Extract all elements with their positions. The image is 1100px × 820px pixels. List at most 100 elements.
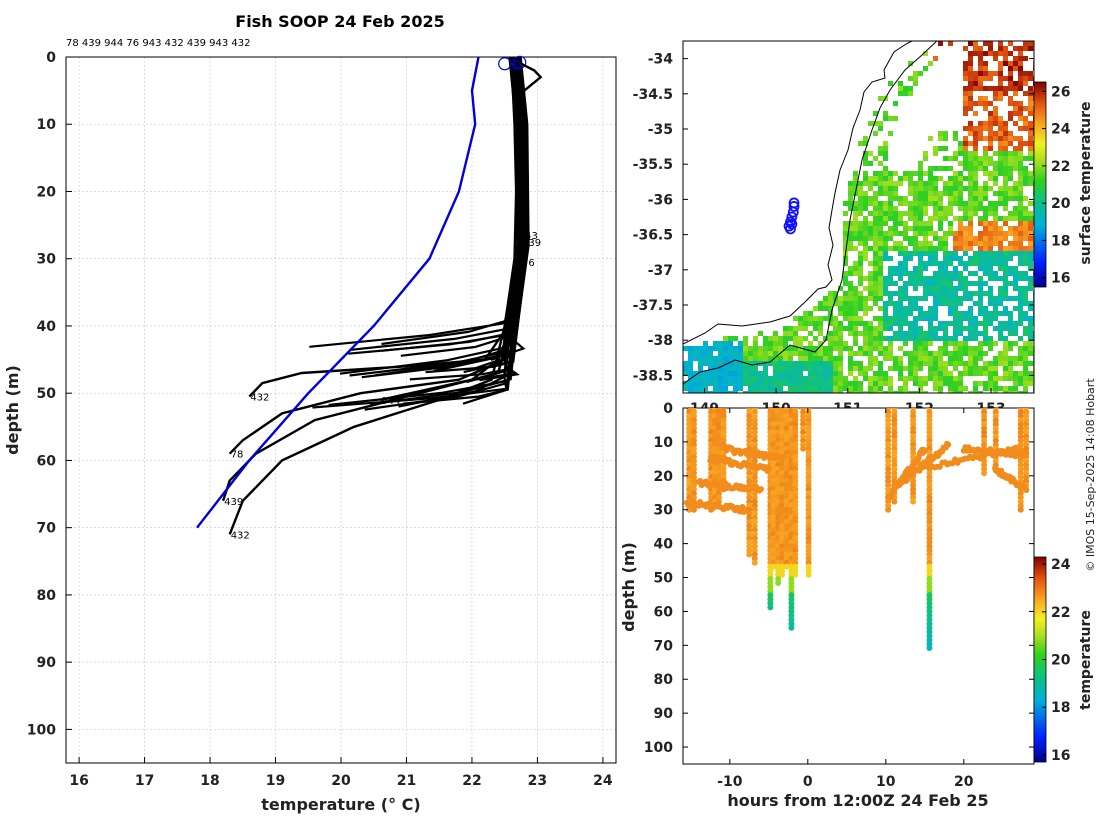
sst-cell — [738, 386, 743, 391]
sst-cell — [828, 376, 833, 381]
sst-cell — [978, 236, 983, 241]
sst-cell — [948, 156, 953, 161]
voyage-track — [783, 197, 800, 235]
sst-cell — [983, 371, 988, 376]
sst-cell — [908, 86, 913, 91]
sst-cell — [753, 361, 758, 366]
sst-cell — [958, 321, 963, 326]
sst-cell — [1008, 226, 1013, 231]
sst-cell — [973, 201, 978, 206]
sst-cell — [903, 311, 908, 316]
sst-cell — [943, 236, 948, 241]
sst-cell — [903, 296, 908, 301]
sst-cell — [1018, 276, 1023, 281]
sst-cell — [1028, 316, 1033, 321]
sst-cell — [878, 351, 883, 356]
sst-cell — [868, 296, 873, 301]
sst-cell — [953, 381, 958, 386]
section-colorbar-label: temperature — [1078, 610, 1094, 710]
sst-cell — [1023, 211, 1028, 216]
sst-cell — [863, 226, 868, 231]
sst-cell — [898, 276, 903, 281]
sst-cell — [943, 381, 948, 386]
sst-cell — [693, 381, 698, 386]
sst-cell — [898, 211, 903, 216]
sst-cell — [913, 356, 918, 361]
sst-cell — [953, 131, 958, 136]
sst-cell — [943, 281, 948, 286]
sst-cell — [1023, 216, 1028, 221]
sst-cell — [878, 251, 883, 256]
sst-cell — [708, 351, 713, 356]
sst-cell — [858, 361, 863, 366]
sst-cell — [1018, 61, 1023, 66]
sst-cell — [1023, 341, 1028, 346]
sst-cell — [973, 196, 978, 201]
sst-cell — [938, 291, 943, 296]
sst-cell — [963, 336, 968, 341]
sst-cell — [993, 241, 998, 246]
sst-cell — [1003, 61, 1008, 66]
sst-cell — [768, 356, 773, 361]
sst-cell — [898, 286, 903, 291]
sst-cell — [723, 371, 728, 376]
sst-cell — [703, 356, 708, 361]
sst-cell — [828, 331, 833, 336]
sst-cell — [993, 131, 998, 136]
sst-cell — [873, 271, 878, 276]
sst-cell — [933, 271, 938, 276]
sst-cell — [993, 371, 998, 376]
sst-cell — [788, 351, 793, 356]
sst-cell — [693, 351, 698, 356]
sst-cell — [923, 246, 928, 251]
sst-cell — [863, 311, 868, 316]
sst-cell — [853, 211, 858, 216]
sst-cell — [713, 381, 718, 386]
sst-cell — [888, 316, 893, 321]
sst-cell — [908, 306, 913, 311]
sst-cell — [868, 306, 873, 311]
sst-cell — [693, 356, 698, 361]
sst-cell — [928, 281, 933, 286]
sst-cell — [943, 261, 948, 266]
sst-cell — [903, 211, 908, 216]
sst-cell — [988, 301, 993, 306]
sst-cell — [1008, 161, 1013, 166]
sst-cell — [998, 301, 1003, 306]
sst-cell — [1003, 326, 1008, 331]
sst-cell — [968, 121, 973, 126]
sst-cell — [1008, 211, 1013, 216]
sst-cell — [833, 316, 838, 321]
sst-cell — [853, 331, 858, 336]
sst-cell — [963, 166, 968, 171]
section-dot — [981, 470, 988, 477]
sst-cell — [973, 166, 978, 171]
sst-cell — [908, 251, 913, 256]
sst-cell — [1018, 171, 1023, 176]
sst-cell — [903, 221, 908, 226]
sst-cell — [858, 201, 863, 206]
sst-cell — [893, 171, 898, 176]
profile-tick-label-y: 20 — [37, 184, 57, 200]
sst-cell — [723, 351, 728, 356]
sst-cell — [993, 276, 998, 281]
sst-cell — [828, 386, 833, 391]
sst-cell — [898, 316, 903, 321]
sst-cell — [973, 356, 978, 361]
sst-cell — [988, 371, 993, 376]
sst-cell — [843, 211, 848, 216]
sst-cell — [803, 386, 808, 391]
sst-cell — [983, 126, 988, 131]
sst-cell — [1008, 216, 1013, 221]
sst-cell — [918, 71, 923, 76]
sst-cell — [898, 231, 903, 236]
sst-cell — [1003, 306, 1008, 311]
sst-cell — [863, 181, 868, 186]
sst-cell — [908, 61, 913, 66]
sst-cell — [878, 186, 883, 191]
sst-cell — [968, 226, 973, 231]
sst-cell — [743, 351, 748, 356]
sst-cell — [703, 376, 708, 381]
sst-cell — [893, 321, 898, 326]
section-tick-label-y: 50 — [654, 571, 674, 587]
